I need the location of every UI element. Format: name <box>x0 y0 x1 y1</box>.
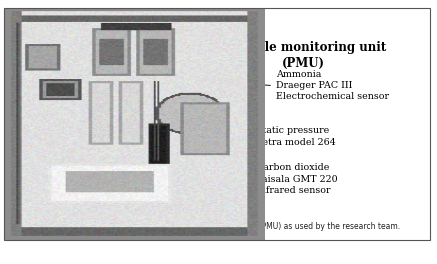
Text: Portable monitoring unit
(PMU): Portable monitoring unit (PMU) <box>221 41 386 70</box>
Text: Static pressure
Setra model 264: Static pressure Setra model 264 <box>256 126 336 147</box>
Text: Carbon dioxide
Vaisala GMT 220
Infrared sensor: Carbon dioxide Vaisala GMT 220 Infrared … <box>256 163 338 195</box>
Text: Ammonia
Draeger PAC III
Electrochemical sensor: Ammonia Draeger PAC III Electrochemical … <box>277 70 389 101</box>
Text: FIGURE 2. Photograph of a portable monitoring unit (PMU) as used by the research: FIGURE 2. Photograph of a portable monit… <box>58 222 400 231</box>
